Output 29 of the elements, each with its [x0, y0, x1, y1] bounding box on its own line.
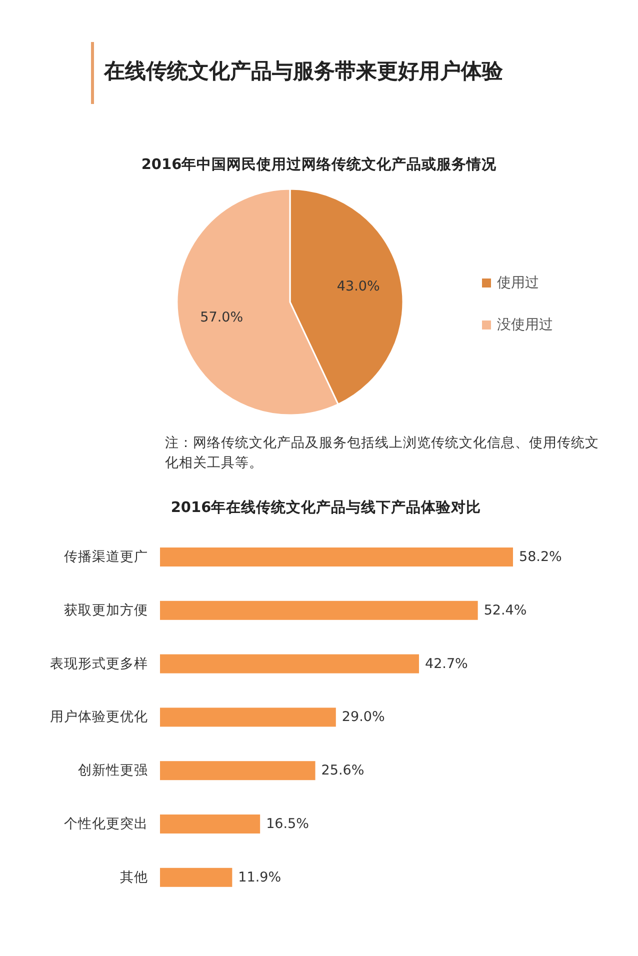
data-label: 42.7% — [424, 656, 468, 672]
bar — [160, 814, 260, 834]
y-tick-label: 传播渠道更广 — [64, 549, 148, 565]
y-tick-label: 其他 — [120, 869, 148, 886]
bar — [160, 548, 513, 566]
bar — [160, 708, 336, 727]
data-label: 52.4% — [484, 602, 527, 618]
chart-title: 2016年中国网民使用过网络传统文化产品或服务情况 — [141, 156, 498, 173]
y-tick-label: 个性化更突出 — [64, 816, 148, 832]
data-label: 43.0% — [336, 278, 380, 295]
chart-title: 2016年在线传统文化产品与线下产品体验对比 — [170, 499, 482, 516]
bar — [160, 654, 419, 674]
data-label: 57.0% — [200, 309, 244, 326]
data-label: 16.5% — [266, 816, 310, 832]
text: 在线传统文化产品与服务带来更好用户体验 — [103, 59, 504, 83]
y-tick-label: 创新性更强 — [78, 762, 148, 779]
text: 注：网络传统文化产品及服务包括线上浏览传统文化信息、使用传统文化相关工具等。 — [165, 435, 599, 471]
y-tick-label: 表现形式更多样 — [50, 656, 148, 672]
data-label: 11.9% — [238, 869, 282, 886]
y-tick-label: 获取更加方便 — [64, 602, 148, 618]
legend-label: 使用过 — [497, 275, 539, 291]
data-label: 25.6% — [321, 762, 364, 779]
bar — [160, 868, 232, 887]
y-tick-label: 用户体验更优化 — [50, 709, 148, 726]
bar — [160, 600, 478, 620]
legend-label: 没使用过 — [497, 317, 553, 333]
data-label: 58.2% — [519, 549, 562, 565]
data-label: 29.0% — [342, 709, 385, 726]
bar — [160, 761, 316, 780]
